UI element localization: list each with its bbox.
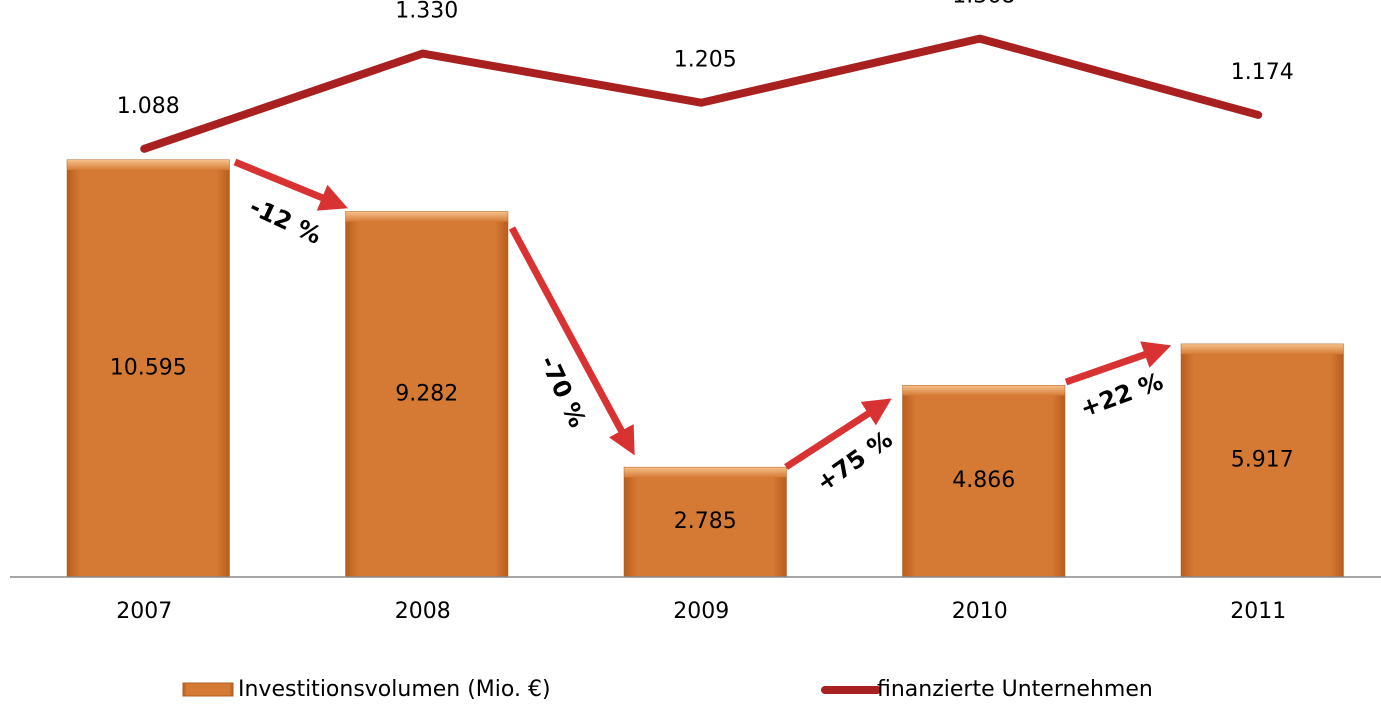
bar-bevel (624, 467, 787, 478)
bar-bevel (902, 385, 1065, 396)
legend-label: finanzierte Unternehmen (877, 677, 1153, 702)
line-value-label: 1.205 (674, 48, 737, 73)
bar-value-label: 2.785 (674, 509, 737, 534)
annotation: +75 % (811, 425, 897, 497)
bar-value-label: 4.866 (952, 468, 1015, 493)
x-tick-label: 2008 (395, 599, 451, 624)
arrow (508, 226, 635, 456)
bar (345, 211, 509, 578)
bar-bevel (345, 211, 508, 222)
line-value-label: 1.368 (952, 0, 1015, 9)
legend-label: Investitionsvolumen (Mio. €) (238, 677, 551, 702)
arrows (233, 158, 1172, 470)
line-value-label: 1.088 (117, 94, 180, 119)
arrow (784, 398, 892, 470)
arrow (233, 158, 348, 211)
x-tick-label: 2011 (1230, 599, 1286, 624)
bar-value-label: 9.282 (395, 381, 458, 406)
bar-value-label: 10.595 (110, 356, 187, 381)
bar-value-label: 5.917 (1231, 448, 1294, 473)
x-tick-label: 2009 (673, 599, 729, 624)
line (140, 34, 1263, 153)
legend-swatch (182, 682, 234, 697)
bar-bevel (67, 160, 230, 171)
x-tick-label: 2010 (952, 599, 1008, 624)
bar-bevel (1181, 344, 1344, 355)
annotation: -12 % (245, 192, 326, 249)
line-value-label: 1.174 (1231, 60, 1294, 85)
arrow (1064, 341, 1172, 386)
bar (902, 384, 1066, 578)
x-tick-label: 2007 (116, 599, 172, 624)
line-value-label: 1.330 (395, 0, 458, 24)
bar (1180, 343, 1344, 578)
